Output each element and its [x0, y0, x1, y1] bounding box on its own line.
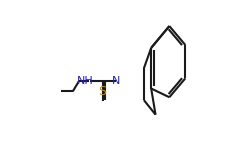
- Text: N: N: [111, 75, 119, 86]
- Text: S: S: [98, 85, 106, 98]
- Text: NH: NH: [76, 75, 93, 86]
